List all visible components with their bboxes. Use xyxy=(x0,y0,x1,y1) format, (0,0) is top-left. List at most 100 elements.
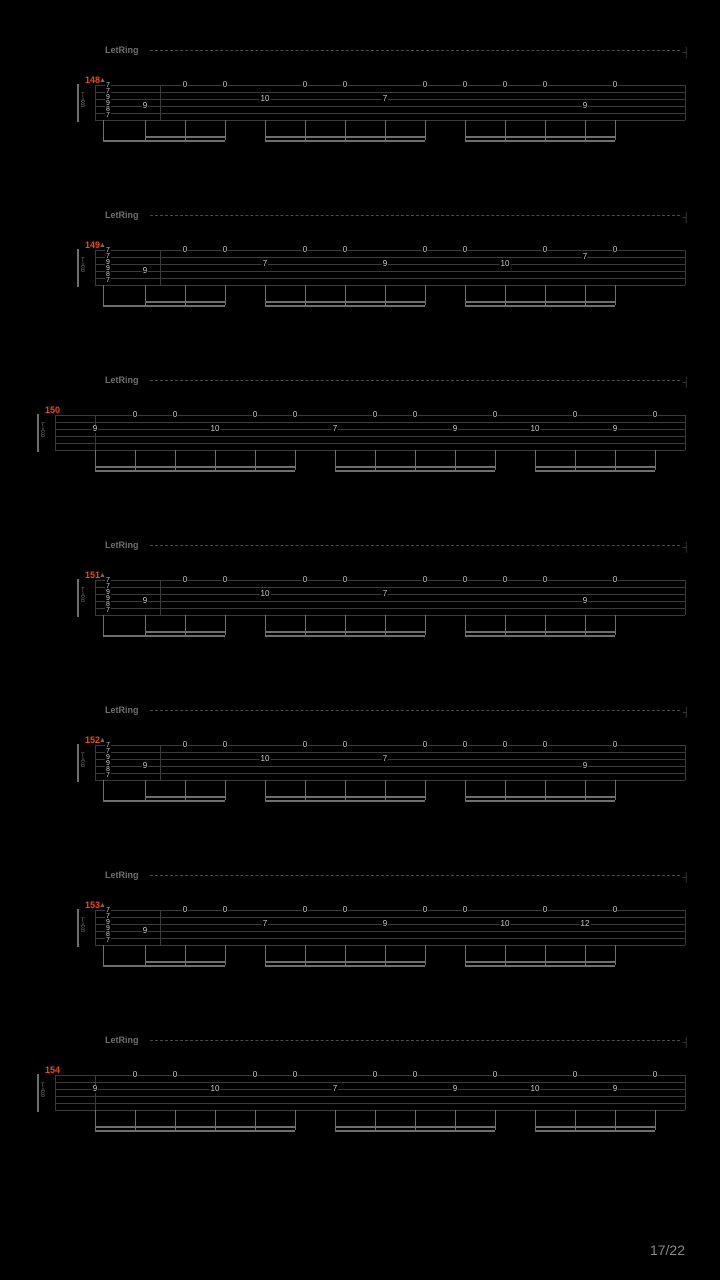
fret-number: 0 xyxy=(462,246,468,254)
fret-number: 0 xyxy=(182,906,188,914)
barline xyxy=(685,580,686,615)
note-stem xyxy=(225,285,226,305)
fret-number: 10 xyxy=(210,425,221,433)
beam xyxy=(465,136,615,138)
barline xyxy=(95,580,96,615)
fret-number: 9 xyxy=(452,1085,458,1093)
staff-line xyxy=(55,1096,685,1097)
staff-line xyxy=(95,264,685,265)
staff-line xyxy=(55,1110,685,1111)
fret-number: 0 xyxy=(342,576,348,584)
barline xyxy=(95,250,96,285)
fret-number: 9 xyxy=(142,267,148,275)
fret-number: 7 xyxy=(582,253,588,261)
barline xyxy=(55,415,56,450)
note-stem xyxy=(615,120,616,140)
staff-line xyxy=(55,415,685,416)
letring-endcap: ┤ xyxy=(683,542,689,552)
beam xyxy=(265,800,425,802)
beam xyxy=(265,635,425,637)
letring-endcap: ┤ xyxy=(683,872,689,882)
fret-number: 0 xyxy=(542,81,548,89)
fret-number: 9 xyxy=(582,762,588,770)
beam xyxy=(95,1126,295,1128)
beam xyxy=(465,961,615,963)
tab-clef: T A B xyxy=(41,424,45,439)
staff-line xyxy=(95,931,685,932)
fret-number: 0 xyxy=(342,906,348,914)
fret-number: 9 xyxy=(382,260,388,268)
barline xyxy=(160,745,161,780)
fret-number: 7 xyxy=(382,95,388,103)
barline xyxy=(160,910,161,945)
staff-line xyxy=(95,615,685,616)
letring-line xyxy=(150,215,680,216)
staff-line xyxy=(95,587,685,588)
staff-line xyxy=(95,278,685,279)
fret-number: 0 xyxy=(292,411,298,419)
fret-number: 0 xyxy=(252,411,258,419)
letring-label: LetRing xyxy=(105,375,139,385)
staff-bracket xyxy=(37,414,39,452)
fret-number: 10 xyxy=(530,425,541,433)
note-stem xyxy=(295,1110,296,1130)
fret-number: 0 xyxy=(302,81,308,89)
staff-line xyxy=(95,759,685,760)
fret-number: 0 xyxy=(462,741,468,749)
fret-number: 0 xyxy=(422,246,428,254)
beam xyxy=(265,796,425,798)
letring-line xyxy=(150,50,680,51)
fret-number: 0 xyxy=(572,411,578,419)
staff-bracket xyxy=(77,909,79,947)
staff-line xyxy=(95,285,685,286)
fret-number: 0 xyxy=(222,906,228,914)
letring-line xyxy=(150,380,680,381)
fret-number: 0 xyxy=(182,81,188,89)
letring-line xyxy=(150,710,680,711)
beam xyxy=(103,800,225,802)
bar-number: 153 xyxy=(85,900,100,910)
staff-line xyxy=(95,752,685,753)
note-stem xyxy=(103,945,104,965)
letring-label: LetRing xyxy=(105,540,139,550)
staff-line xyxy=(55,1075,685,1076)
chord-frets: 779987 xyxy=(105,248,111,284)
beam xyxy=(103,140,225,142)
chord-frets: 779987 xyxy=(105,83,111,119)
fret-number: 0 xyxy=(182,246,188,254)
staff-line xyxy=(55,422,685,423)
measure-152: LetRing┤152T A B▲77998790010007000090 xyxy=(35,710,685,800)
fret-number: 9 xyxy=(612,1085,618,1093)
letring-label: LetRing xyxy=(105,45,139,55)
measure-151: LetRing┤151T A B▲77998790010007000090 xyxy=(35,545,685,635)
tab-clef: T A B xyxy=(81,919,85,934)
beam xyxy=(145,136,225,138)
beam xyxy=(465,140,615,142)
bar-number: 150 xyxy=(45,405,60,415)
fret-number: 0 xyxy=(292,1071,298,1079)
beam xyxy=(465,800,615,802)
barline xyxy=(685,910,686,945)
beam xyxy=(335,466,495,468)
fret-number: 0 xyxy=(182,741,188,749)
note-stem xyxy=(655,450,656,470)
staff-line xyxy=(95,938,685,939)
note-stem xyxy=(425,945,426,965)
fret-number: 0 xyxy=(462,81,468,89)
staff-line xyxy=(95,92,685,93)
fret-number: 0 xyxy=(222,741,228,749)
beam xyxy=(265,305,425,307)
beam xyxy=(95,1130,295,1132)
fret-number: 0 xyxy=(492,1071,498,1079)
fret-number: 0 xyxy=(342,741,348,749)
letring-line xyxy=(150,875,680,876)
fret-number: 10 xyxy=(210,1085,221,1093)
staff-line xyxy=(95,106,685,107)
staff-bracket xyxy=(77,744,79,782)
barline xyxy=(160,580,161,615)
fret-number: 0 xyxy=(422,741,428,749)
beam xyxy=(265,961,425,963)
staff-bracket xyxy=(77,579,79,617)
tab-clef: T A B xyxy=(81,589,85,604)
tab-clef: T A B xyxy=(81,94,85,109)
